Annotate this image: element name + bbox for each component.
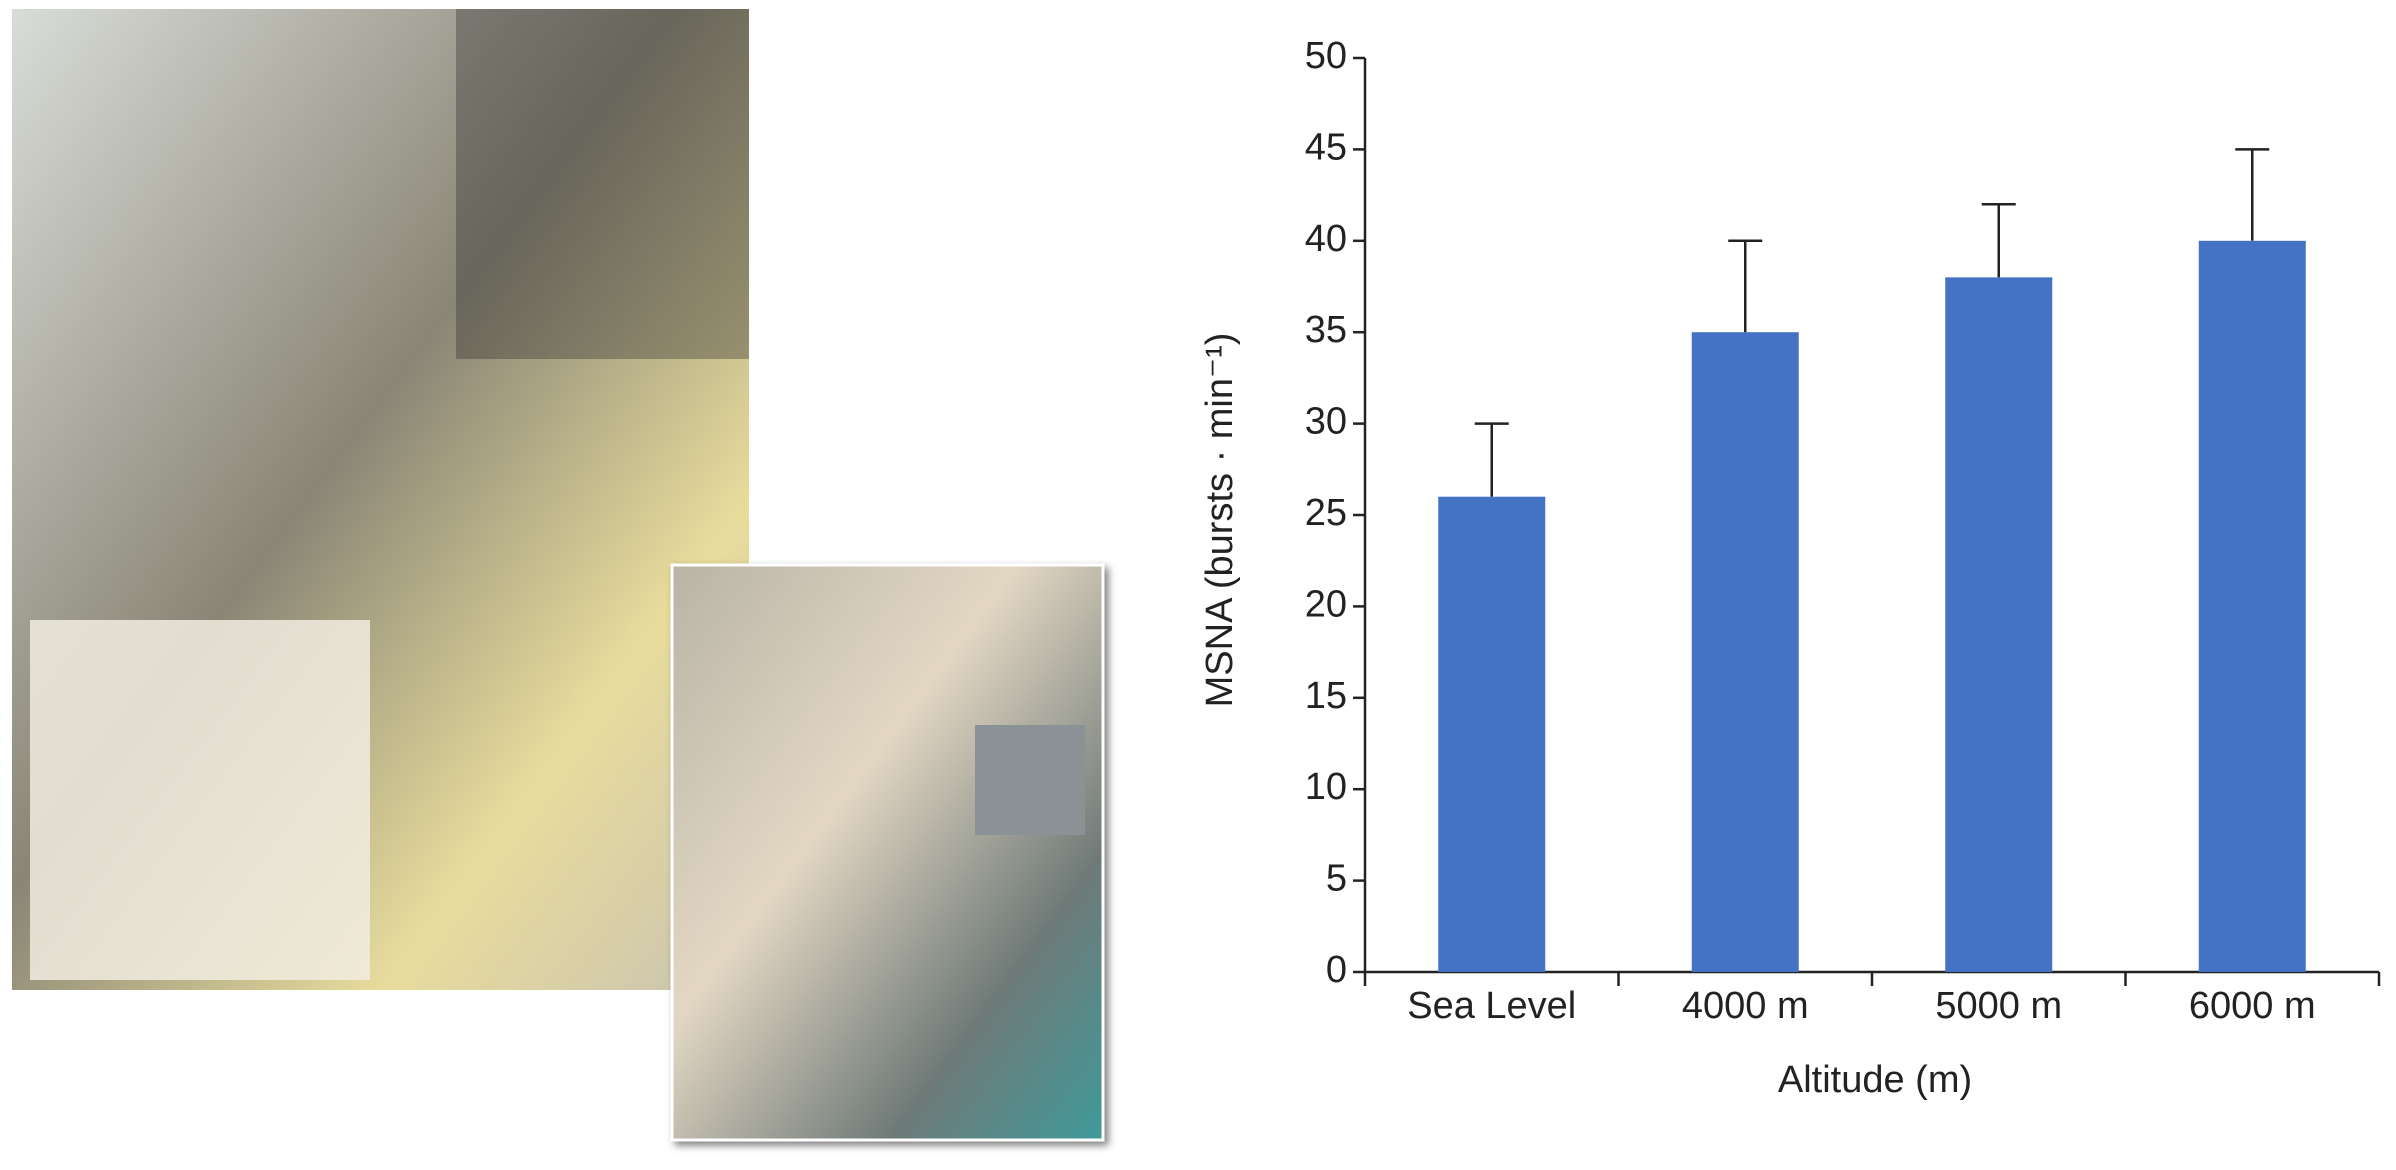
y-tick-label: 5 [1326, 858, 1347, 900]
bar [2198, 240, 2306, 973]
photo-blanket [30, 620, 370, 980]
photo-inset [670, 563, 1105, 1142]
y-tick-label: 50 [1305, 35, 1347, 77]
chart: Altitude (m) MSNA (bursts · min⁻¹) 0 5 10 1… [1199, 35, 2381, 1101]
photo-device [975, 725, 1085, 835]
y-tick-label: 15 [1305, 675, 1347, 717]
y-axis-title: MSNA (bursts · min⁻¹) [1199, 333, 1241, 708]
bar [1945, 277, 2053, 972]
x-tick-label: 6000 m [2189, 985, 2316, 1027]
y-tick-label: 0 [1326, 949, 1347, 991]
y-tick-label: 20 [1305, 583, 1347, 625]
bar [1438, 496, 1546, 972]
x-axis-title: Altitude (m) [1778, 1059, 1972, 1101]
y-tick-label: 25 [1305, 492, 1347, 534]
y-tick-label: 30 [1305, 401, 1347, 443]
x-tick-label: Sea Level [1407, 985, 1576, 1027]
y-tick-label: 40 [1305, 218, 1347, 260]
x-tick-label: 5000 m [1935, 985, 2062, 1027]
x-tick-label: 4000 m [1682, 985, 1809, 1027]
y-tick-label: 10 [1305, 766, 1347, 808]
y-tick-label: 35 [1305, 309, 1347, 351]
photos [12, 9, 1105, 1142]
bar [1691, 332, 1799, 972]
photo-window [456, 9, 749, 359]
y-tick-label: 45 [1305, 126, 1347, 168]
